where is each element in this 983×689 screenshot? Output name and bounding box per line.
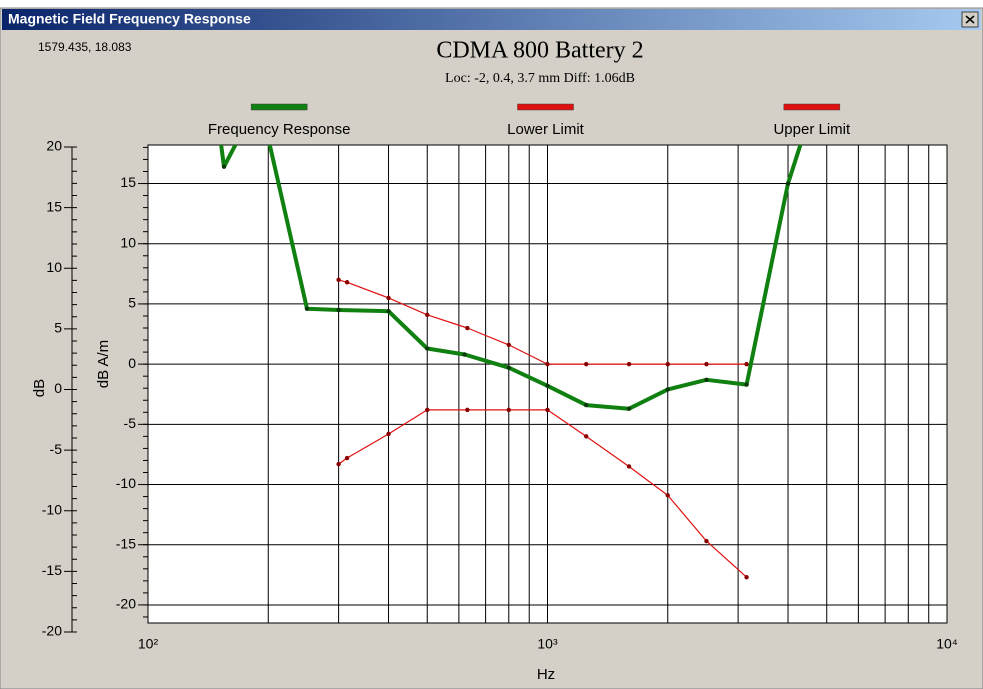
legend-swatch: [517, 103, 574, 111]
data-point: [626, 361, 632, 367]
data-point: [545, 383, 550, 389]
data-point: [344, 455, 350, 461]
data-point: [545, 407, 550, 413]
y-tick-label: 0: [128, 355, 136, 371]
y-axis-label: dB A/m: [95, 340, 112, 388]
data-point: [584, 361, 589, 367]
data-point: [744, 382, 749, 387]
data-point: [386, 295, 391, 301]
data-point: [704, 538, 709, 544]
data-point: [704, 361, 709, 367]
data-point: [506, 365, 511, 370]
plot-frame: [147, 144, 948, 624]
data-point: [584, 402, 589, 408]
y-tick-label: -5: [124, 415, 137, 431]
y-tick-label: 15: [120, 174, 136, 190]
data-point: [665, 387, 670, 392]
data-point: [785, 181, 791, 186]
data-point: [465, 325, 470, 331]
y-tick-label: 10: [120, 234, 136, 250]
data-point: [665, 493, 670, 498]
data-point: [425, 407, 430, 413]
plot-series: [219, 145, 803, 580]
data-point: [221, 164, 227, 169]
y-tick-label: 5: [128, 295, 136, 311]
cursor-readout: 1579.435, 18.083: [38, 40, 132, 54]
data-point: [336, 307, 341, 313]
y2-tick-label: -10: [42, 501, 62, 517]
series-line: [338, 279, 747, 365]
chart-title: CDMA 800 Battery 2: [436, 38, 643, 64]
data-point: [344, 280, 350, 285]
series-line: [338, 409, 748, 578]
data-point: [506, 342, 511, 348]
y2-tick-label: 15: [46, 198, 62, 214]
y2-tick-label: -5: [50, 441, 63, 457]
x-axis-label: Hz: [537, 666, 555, 683]
data-point: [336, 277, 341, 283]
y-tick-label: -20: [116, 596, 136, 612]
data-point: [506, 407, 511, 413]
title-bar: [2, 9, 981, 30]
data-point: [304, 306, 310, 311]
y2-tick-label: 0: [54, 380, 62, 396]
data-point: [665, 361, 670, 367]
y2-tick-label: 20: [46, 138, 62, 154]
data-point: [462, 352, 467, 357]
data-point: [336, 461, 341, 467]
close-button[interactable]: [961, 11, 979, 28]
legend-label: Upper Limit: [773, 121, 851, 138]
y2-tick-label: -15: [42, 562, 62, 578]
data-point: [744, 575, 749, 580]
x-tick-label: 10²: [138, 636, 159, 652]
x-tick-label: 10⁴: [936, 636, 958, 652]
data-point: [386, 308, 391, 314]
data-point: [545, 361, 550, 367]
x-tick-label: 10³: [537, 636, 558, 652]
data-point: [704, 377, 709, 382]
data-point: [626, 406, 632, 411]
legend-label: Frequency Response: [208, 121, 351, 138]
legend-swatch: [783, 103, 841, 111]
data-point: [425, 312, 430, 317]
y2-tick-label: 5: [54, 320, 62, 336]
data-point: [584, 434, 589, 439]
y2-axis-label: dB: [31, 379, 48, 397]
legend-swatch: [250, 103, 308, 111]
data-point: [465, 407, 470, 413]
data-point: [386, 431, 391, 437]
window-title: Magnetic Field Frequency Response: [8, 11, 251, 27]
data-point: [626, 464, 632, 469]
legend-label: Lower Limit: [507, 121, 585, 138]
y-tick-label: -15: [116, 535, 136, 551]
chart-subtitle: Loc: -2, 0.4, 3.7 mm Diff: 1.06dB: [445, 71, 635, 86]
y-tick-label: -10: [116, 475, 136, 491]
data-point: [425, 346, 430, 351]
y2-tick-label: 10: [46, 259, 62, 275]
data-point: [744, 361, 749, 367]
y2-tick-label: -20: [42, 623, 62, 639]
